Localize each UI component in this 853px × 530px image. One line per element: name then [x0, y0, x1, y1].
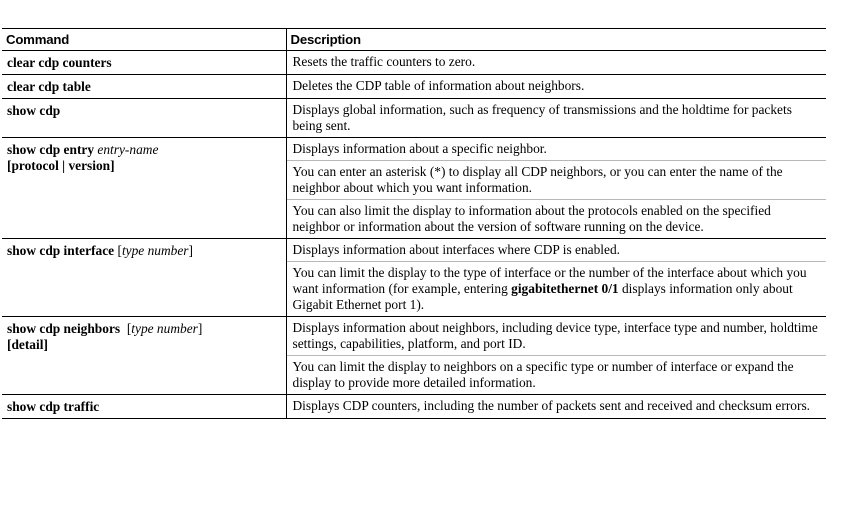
description-cell: Resets the traffic counters to zero. [285, 50, 826, 75]
table-row: show cdp neighbors [type number] [detail… [2, 316, 826, 395]
description-cell: Displays CDP counters, including the num… [285, 394, 826, 419]
bracket-open: [ [126, 321, 132, 336]
bracket-close: ] [188, 243, 193, 258]
command-name: clear cdp table [7, 79, 91, 94]
description-paragraph: Displays CDP counters, including the num… [292, 398, 811, 413]
table-header-row: Command Description [2, 28, 826, 51]
table-row: clear cdp counters Resets the traffic co… [2, 50, 826, 75]
command-name: show cdp [7, 103, 61, 118]
bracket-open: [ [117, 243, 122, 258]
command-argument: type number [121, 243, 189, 258]
command-name: clear cdp counters [7, 55, 112, 70]
description-cell: Displays information about neighbors, in… [285, 316, 826, 395]
description-cell: Displays global information, such as fre… [285, 98, 826, 138]
description-paragraph: You can limit the display to the type of… [286, 261, 826, 316]
command-name: show cdp interface [7, 243, 115, 258]
description-cell: Displays information about interfaces wh… [285, 238, 826, 317]
description-paragraph: You can also limit the display to inform… [286, 199, 826, 238]
description-cell: Deletes the CDP table of information abo… [285, 74, 826, 99]
cdp-command-table: Command Description clear cdp counters R… [2, 28, 826, 419]
description-paragraph: You can enter an asterisk (*) to display… [286, 160, 826, 199]
table-row: show cdp traffic Displays CDP counters, … [2, 394, 826, 419]
keyword-example: gigabitethernet 0/1 [511, 281, 619, 296]
command-argument: entry-name [97, 142, 159, 157]
command-name: show cdp neighbors [7, 321, 121, 336]
command-cell: clear cdp counters [2, 50, 286, 75]
description-column-header: Description [285, 28, 826, 51]
description-paragraph: Displays information about neighbors, in… [292, 320, 818, 351]
command-cell: show cdp entry entry-name [protocol | ve… [2, 137, 286, 239]
description-paragraph: Displays information about a specific ne… [292, 141, 547, 156]
table-row: clear cdp table Deletes the CDP table of… [2, 74, 826, 99]
command-cell: show cdp interface [type number] [2, 238, 286, 317]
command-cell: clear cdp table [2, 74, 286, 99]
description-paragraph: Displays information about interfaces wh… [292, 242, 621, 257]
description-paragraph: Resets the traffic counters to zero. [292, 54, 476, 69]
table-row: show cdp Displays global information, su… [2, 98, 826, 138]
bracket-close: ] [197, 321, 203, 336]
command-options: [detail] [7, 337, 48, 352]
command-cell: show cdp traffic [2, 394, 286, 419]
description-paragraph: Deletes the CDP table of information abo… [292, 78, 585, 93]
command-cell: show cdp neighbors [type number] [detail… [2, 316, 286, 395]
cdp-command-table-container: Command Description clear cdp counters R… [2, 28, 826, 419]
command-argument: type number [131, 321, 198, 336]
command-column-header: Command [2, 28, 286, 51]
command-name: show cdp traffic [7, 399, 100, 414]
description-paragraph: You can limit the display to neighbors o… [286, 355, 826, 394]
command-options: [protocol | version] [7, 158, 115, 173]
description-paragraph: Displays global information, such as fre… [292, 102, 792, 133]
description-text: displays information only about Gigabit … [292, 281, 793, 312]
table-row: show cdp entry entry-name [protocol | ve… [2, 137, 826, 239]
command-cell: show cdp [2, 98, 286, 138]
description-cell: Displays information about a specific ne… [285, 137, 826, 239]
description-text: You can limit the display to the type of… [292, 265, 807, 296]
command-name: show cdp entry [7, 142, 95, 157]
table-row: show cdp interface [type number] Display… [2, 238, 826, 317]
